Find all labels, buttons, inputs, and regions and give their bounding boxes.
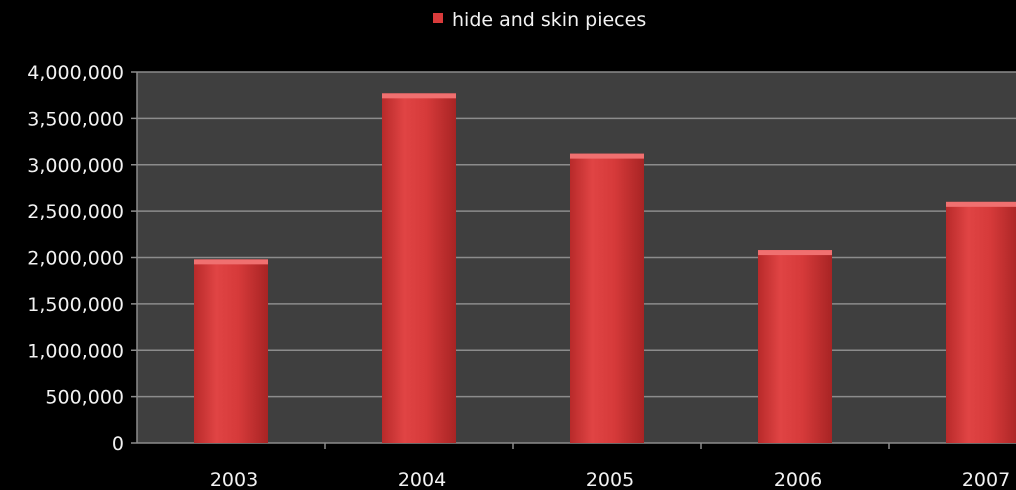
legend: hide and skin pieces bbox=[433, 9, 646, 31]
legend-swatch-icon bbox=[433, 13, 443, 23]
x-axis-tick-label: 2007 bbox=[962, 469, 1010, 490]
y-axis-tick-label: 1,000,000 bbox=[27, 340, 124, 362]
y-axis-tick-label: 2,000,000 bbox=[27, 248, 124, 270]
bar-2006 bbox=[758, 250, 832, 443]
y-axis-tick-label: 3,500,000 bbox=[27, 108, 124, 130]
y-axis-tick-label: 4,000,000 bbox=[27, 62, 124, 84]
bar-top-cap bbox=[570, 153, 644, 159]
bar-2004 bbox=[382, 93, 456, 444]
bar-top-cap bbox=[382, 93, 456, 99]
bars bbox=[194, 93, 1016, 444]
y-axis-tick-label: 1,500,000 bbox=[27, 294, 124, 316]
x-axis-tick-label: 2005 bbox=[586, 469, 634, 490]
bar-2003 bbox=[194, 259, 268, 443]
x-axis-tick-label: 2006 bbox=[774, 469, 822, 490]
y-axis-tick-label: 3,000,000 bbox=[27, 155, 124, 177]
y-axis-tick-label: 0 bbox=[112, 433, 124, 455]
y-axis-tick-label: 2,500,000 bbox=[27, 201, 124, 223]
x-axis-tick-label: 2003 bbox=[210, 469, 258, 490]
bar-2005 bbox=[570, 153, 644, 443]
y-axis-tick-labels: 0 500,000 1,000,000 1,500,000 2,000,000 2,500… bbox=[27, 62, 124, 455]
bar-top-cap bbox=[194, 259, 268, 265]
x-axis-tick-labels: 2003 2004 2005 2006 2007 bbox=[210, 469, 1010, 490]
bar-top-cap bbox=[758, 250, 832, 256]
bar-top-cap bbox=[946, 201, 1016, 207]
y-axis-tick-label: 500,000 bbox=[45, 387, 124, 409]
legend-label: hide and skin pieces bbox=[452, 9, 646, 31]
bar-2007 bbox=[946, 201, 1016, 443]
x-axis-tick-label: 2004 bbox=[398, 469, 446, 490]
